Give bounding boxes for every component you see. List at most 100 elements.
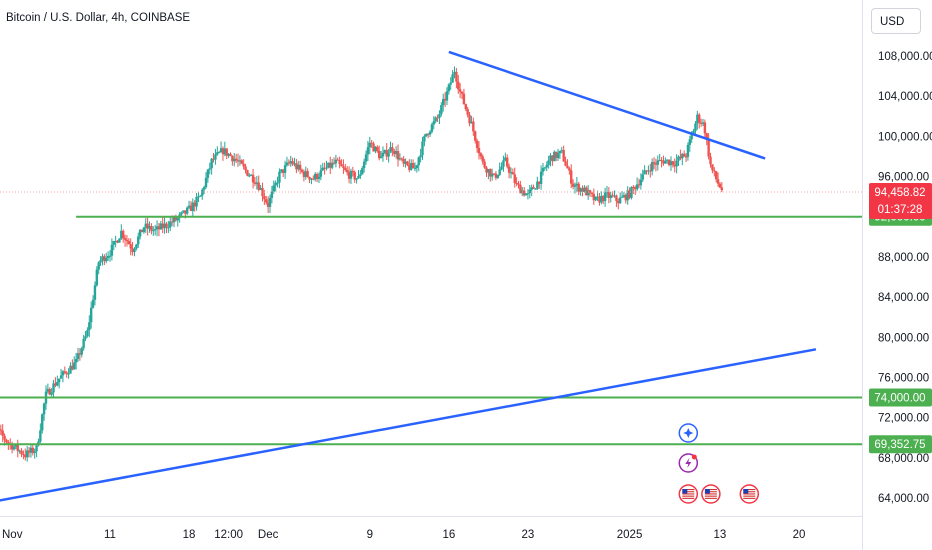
candle-body (485, 167, 488, 173)
us-flag-icon[interactable] (701, 484, 721, 504)
time-tick-label: 20 (793, 529, 806, 541)
candle-body (91, 299, 95, 308)
candle-body (662, 160, 665, 164)
candle-body (191, 202, 195, 211)
candle-body (106, 255, 110, 258)
candle-body (165, 223, 168, 228)
candle-body (180, 212, 183, 215)
candle-body (157, 226, 161, 230)
candle-body (89, 307, 93, 323)
candle-body (265, 199, 268, 203)
candle-body (602, 195, 605, 202)
candle-body (184, 210, 187, 214)
candle-body (419, 155, 422, 158)
price-tick-label: 68,000.00 (878, 453, 929, 465)
candle-body (137, 236, 140, 245)
candle-body (681, 153, 684, 159)
candle-body (707, 139, 710, 157)
candle-body (327, 162, 330, 168)
candle-body (575, 183, 579, 186)
candle-body (210, 158, 213, 169)
candle-body (342, 166, 345, 168)
candle-body (48, 389, 51, 395)
candle-body (684, 156, 688, 158)
candle-body (413, 168, 417, 170)
candle-body (223, 148, 227, 155)
candle-body (438, 114, 441, 118)
candle-body (406, 161, 409, 166)
candle-body (654, 163, 658, 165)
flag-stripe (704, 497, 717, 499)
candle-body (632, 186, 635, 188)
candle-body (18, 450, 21, 452)
candle-body (0, 429, 3, 431)
candle-body (696, 114, 699, 124)
candle-body (140, 229, 144, 233)
candle-body (368, 142, 371, 148)
flag-stripe (743, 495, 756, 497)
candle-body (492, 173, 496, 175)
currency-selector[interactable]: USD (871, 8, 921, 34)
candle-body (396, 150, 400, 160)
candle-body (263, 196, 266, 200)
candle-body (594, 196, 597, 201)
candle-body (84, 336, 87, 339)
candle-body (656, 160, 660, 165)
candle-body (692, 131, 695, 135)
candle-body (163, 223, 166, 229)
candle-body (588, 190, 592, 193)
candle-body (613, 195, 616, 197)
candle-body (428, 131, 432, 135)
candle-body (647, 170, 650, 172)
candle-body (634, 187, 637, 190)
candle-body (622, 195, 626, 197)
candle-body (298, 164, 302, 170)
candle-body (583, 187, 586, 192)
price-tick-label: 64,000.00 (878, 493, 929, 505)
candle-body (554, 151, 558, 159)
candle-body (400, 158, 403, 160)
candle-body (509, 172, 513, 174)
time-tick-label: 12:00 (214, 529, 243, 541)
notification-dot-icon (691, 454, 697, 460)
price-axis-divider (862, 0, 863, 550)
candle-body (645, 170, 648, 172)
candle-body (278, 171, 281, 183)
candle-body (417, 157, 420, 166)
price-axis: 108,000.00 104,000.00 100,000.00 96,000.00 8… (878, 51, 932, 505)
candle-body (571, 183, 575, 187)
candle-body (33, 451, 36, 454)
time-tick-label: 13 (714, 529, 727, 541)
candle-body (374, 146, 377, 152)
candle-body (628, 190, 631, 198)
candle-body (280, 169, 283, 172)
us-flag-icon[interactable] (678, 484, 699, 504)
candle-body (214, 154, 217, 160)
candle-body (434, 117, 437, 122)
candle-body (5, 439, 8, 443)
candle-body (699, 122, 703, 124)
candle-body (86, 330, 89, 337)
candle-body (50, 392, 53, 395)
candle-body (489, 169, 492, 177)
candle-body (120, 230, 123, 239)
candle-body (351, 170, 355, 173)
candle-body (251, 174, 255, 183)
candle-body (443, 98, 447, 101)
candle-body (598, 196, 601, 203)
us-flag-icon[interactable] (739, 484, 760, 504)
candle-body (423, 136, 426, 142)
candle-body (321, 167, 324, 171)
flag-stripe (704, 493, 717, 495)
candle-body (385, 150, 388, 157)
candle-body (146, 223, 149, 229)
candle-body (528, 189, 532, 194)
candle-body (54, 383, 57, 386)
candle-body (511, 172, 515, 175)
candle-body (35, 445, 38, 452)
candle-body (95, 269, 99, 286)
candle-body (199, 195, 202, 197)
candle-body (31, 447, 35, 454)
candle-body (355, 178, 358, 180)
